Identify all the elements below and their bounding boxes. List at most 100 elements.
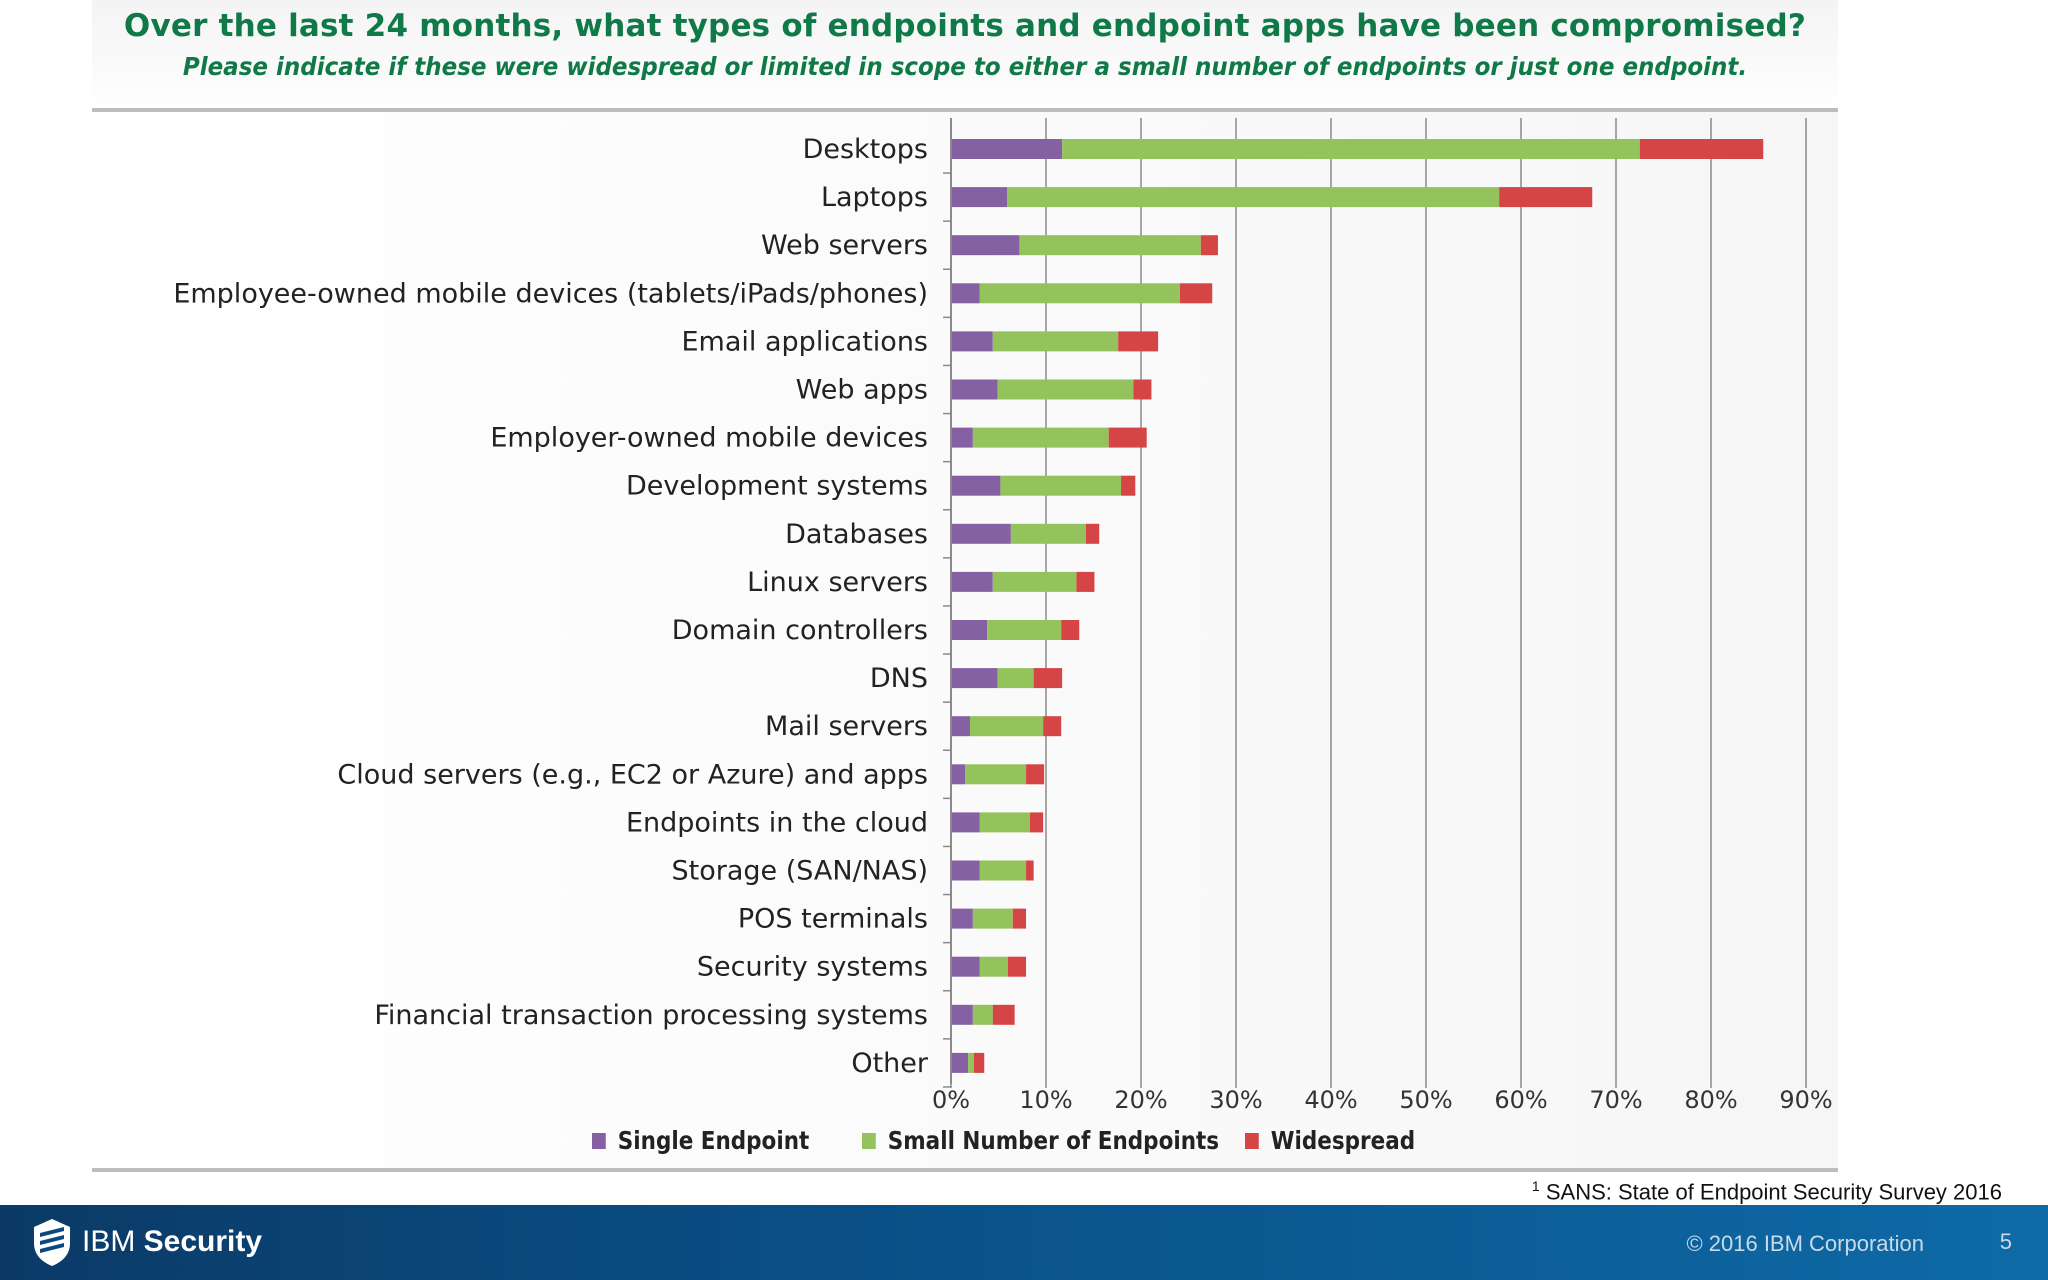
brand-ibm: IBM [82,1225,144,1258]
bar-single-14 [951,812,980,833]
legend-label: Small Number of Endpoints [887,1126,1220,1155]
gridlines [943,118,1807,1088]
category-label: Storage (SAN/NAS) [672,856,929,887]
bar-small-number-8 [1010,523,1086,544]
chart-title: Over the last 24 months, what types of e… [123,8,1807,44]
category-label: Cloud servers (e.g., EC2 or Azure) and a… [337,759,928,790]
bar-widespread-13 [1026,764,1045,785]
bar-single-18 [951,1004,973,1025]
copyright: © 2016 IBM Corporation [1686,1231,1924,1256]
bar-widespread-8 [1085,523,1100,544]
bar-single-7 [951,475,1001,496]
legend-item-widespread: Widespread [1245,1126,1415,1155]
x-tick-label: 90% [1779,1086,1832,1114]
bar-small-number-11 [997,668,1034,689]
bar-single-8 [951,523,1011,544]
bar-single-16 [951,908,973,929]
bar-widespread-7 [1121,475,1136,496]
legend-item-single-endpoint: Single Endpoint [592,1126,809,1155]
x-tick-label: 80% [1684,1086,1737,1114]
x-axis-ticks: 0% 10% 20% 30% 40% 50% 60% 70% 80% 90% [932,1080,1833,1114]
category-label: Desktops [803,134,928,165]
category-label: Development systems [626,471,928,502]
category-label: Linux servers [747,567,928,598]
legend-swatch [592,1132,606,1149]
footnote-marker: 1 [1531,1178,1540,1194]
category-label: Security systems [697,952,928,983]
bar-widespread-1 [1499,187,1593,208]
legend-swatch [862,1132,876,1149]
bar-single-3 [951,283,980,304]
bar-single-12 [951,716,970,737]
x-tick-label: 70% [1589,1086,1642,1114]
bar-small-number-3 [979,283,1180,304]
category-label: Mail servers [765,711,928,742]
footnote: 1 SANS: State of Endpoint Security Surve… [1532,1178,2002,1205]
bar-single-15 [951,860,980,881]
page-number: 5 [1999,1229,2012,1254]
bar-widespread-4 [1118,331,1159,352]
title-band [92,0,1838,112]
bar-single-2 [951,235,1020,256]
bars [951,139,1764,1073]
ibm-security-logo: IBM Security [32,1217,262,1267]
bar-widespread-19 [973,1052,985,1073]
legend-label: Widespread [1270,1126,1416,1155]
stacked-bar-chart: Desktops Laptops Web servers Employee-owned… [173,118,1833,1114]
category-label: DNS [870,663,928,694]
category-label: POS terminals [738,904,928,935]
bar-widespread-10 [1061,620,1080,640]
bar-widespread-5 [1133,379,1152,400]
bar-small-number-16 [972,908,1013,929]
legend-label: Single Endpoint [617,1126,810,1155]
bar-small-number-4 [992,331,1119,352]
bar-widespread-18 [992,1004,1015,1025]
x-tick-label: 60% [1494,1086,1547,1114]
footer-bar: IBM Security © 2016 IBM Corporation 5 [0,1205,2048,1280]
bar-small-number-5 [997,379,1134,400]
bar-small-number-2 [1019,235,1201,256]
bar-widespread-0 [1639,139,1764,159]
category-label: Web servers [761,230,928,261]
x-tick-label: 0% [932,1086,970,1114]
legend-swatch [1245,1132,1259,1149]
brand-security: Security [143,1225,263,1258]
bar-small-number-18 [972,1004,993,1025]
x-tick-label: 50% [1399,1086,1452,1114]
bar-single-9 [951,571,993,592]
bar-small-number-14 [979,812,1030,833]
bar-small-number-9 [992,571,1077,592]
bar-small-number-12 [970,716,1044,737]
bar-single-5 [951,379,998,400]
legend: Single Endpoint Small Number of Endpoints… [0,1126,2048,1166]
x-tick-label: 20% [1114,1086,1167,1114]
bar-small-number-1 [1007,187,1500,208]
bar-widespread-6 [1108,427,1147,448]
top-divider [92,108,1838,112]
bar-single-6 [951,427,973,448]
brand-text: IBM Security [82,1225,262,1259]
category-label: Email applications [682,326,929,357]
category-label: Web apps [796,375,928,406]
bar-small-number-15 [979,860,1027,881]
legend-item-small-number: Small Number of Endpoints [862,1126,1219,1155]
bar-single-19 [951,1052,969,1073]
bar-widespread-11 [1033,668,1063,689]
category-label: Other [851,1048,929,1079]
bar-single-13 [951,764,966,785]
bar-widespread-15 [1026,860,1034,881]
bar-small-number-7 [1000,475,1122,496]
bar-widespread-14 [1029,812,1044,833]
bar-widespread-12 [1043,716,1062,737]
bar-single-10 [951,620,988,640]
bar-single-0 [951,139,1063,159]
bar-widespread-17 [1008,956,1027,977]
footnote-text: SANS: State of Endpoint Security Survey … [1545,1179,2002,1205]
bar-small-number-6 [972,427,1109,448]
bar-small-number-17 [979,956,1008,977]
x-tick-label: 30% [1209,1086,1262,1114]
category-label: Employer-owned mobile devices [490,423,928,454]
bar-small-number-13 [965,764,1027,785]
bottom-divider [92,1168,1838,1172]
